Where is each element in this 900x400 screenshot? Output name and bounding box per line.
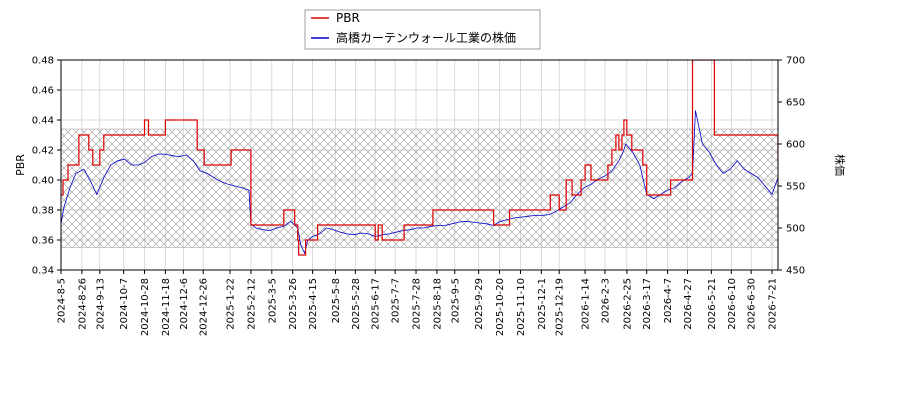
x-tick-label: 2025-12-19 [555, 278, 566, 336]
right-tick-label: 600 [786, 140, 805, 151]
x-tick-label: 2025-9-29 [474, 278, 485, 330]
x-tick-label: 2025-3-26 [288, 278, 299, 330]
x-tick-label: 2025-8-18 [432, 278, 443, 330]
right-axis-label: 株価 [833, 154, 847, 176]
x-tick-label: 2024-10-28 [140, 278, 151, 336]
x-tick-label: 2024-11-18 [161, 278, 172, 336]
left-tick-label: 0.34 [32, 266, 54, 277]
left-tick-label: 0.42 [32, 146, 54, 157]
x-tick-label: 2025-5-8 [331, 278, 342, 323]
left-tick-label: 0.44 [32, 116, 54, 127]
left-tick-label: 0.48 [32, 56, 54, 67]
x-tick-label: 2025-5-28 [351, 278, 362, 330]
series-line-pbr [61, 60, 778, 256]
x-tick-label: 2026-6-10 [727, 278, 738, 330]
right-tick-label: 450 [786, 266, 805, 277]
x-tick-label: 2025-2-12 [246, 278, 257, 330]
left-tick-label: 0.40 [32, 176, 54, 187]
x-tick-label: 2026-6-30 [747, 278, 758, 330]
x-tick-label: 2026-4-27 [683, 278, 694, 330]
left-axis-ticks: 0.34 0.36 0.38 0.40 0.42 0.44 0.46 0.48 [32, 56, 61, 277]
x-tick-label: 2025-3-5 [267, 278, 278, 323]
right-tick-label: 700 [786, 56, 805, 67]
x-tick-label: 2025-1-22 [226, 278, 237, 330]
x-tick-label: 2025-7-28 [412, 278, 423, 330]
left-tick-label: 0.38 [32, 206, 54, 217]
x-axis-ticks: 2024-8-5 2024-8-26 2024-9-13 2024-10-7 2024-… [57, 270, 779, 336]
x-tick-label: 2026-3-17 [642, 278, 653, 330]
x-tick-label: 2026-2-25 [622, 278, 633, 330]
x-tick-label: 2025-11-10 [516, 278, 527, 336]
right-tick-label: 650 [786, 98, 805, 109]
x-tick-label: 2026-7-21 [768, 278, 779, 330]
legend-box [304, 9, 541, 50]
left-tick-label: 0.36 [32, 236, 54, 247]
left-axis-label: PBR [14, 154, 27, 176]
x-tick-label: 2025-4-15 [308, 278, 319, 330]
legend-label-price: 高橋カーテンウォール工業の株価 [336, 30, 516, 45]
legend-label-pbr: PBR [336, 11, 360, 25]
plot-frame [60, 59, 779, 271]
x-tick-label: 2026-1-14 [581, 278, 592, 330]
x-tick-label: 2025-7-7 [391, 278, 402, 323]
x-tick-label: 2026-4-7 [663, 278, 674, 323]
x-tick-label: 2025-12-1 [537, 278, 548, 330]
x-tick-label: 2026-2-3 [600, 278, 611, 323]
x-tick-label: 2024-10-7 [119, 278, 130, 330]
x-tick-label: 2025-9-5 [450, 278, 461, 323]
legend: PBR 高橋カーテンウォール工業の株価 [304, 9, 541, 50]
x-tick-label: 2024-8-5 [57, 278, 68, 323]
x-tick-label: 2024-12-26 [199, 278, 210, 336]
x-tick-label: 2024-9-13 [95, 278, 106, 330]
x-tick-label: 2025-6-17 [371, 278, 382, 330]
x-tick-label: 2026-5-21 [707, 278, 718, 330]
x-tick-label: 2025-10-20 [495, 278, 506, 336]
x-tick-label: 2024-12-6 [179, 278, 190, 330]
right-axis-ticks: 450 500 550 600 650 700 [778, 56, 805, 277]
left-tick-label: 0.46 [32, 86, 54, 97]
right-tick-label: 550 [786, 182, 805, 193]
x-tick-label: 2024-8-26 [77, 278, 88, 330]
right-tick-label: 500 [786, 224, 805, 235]
